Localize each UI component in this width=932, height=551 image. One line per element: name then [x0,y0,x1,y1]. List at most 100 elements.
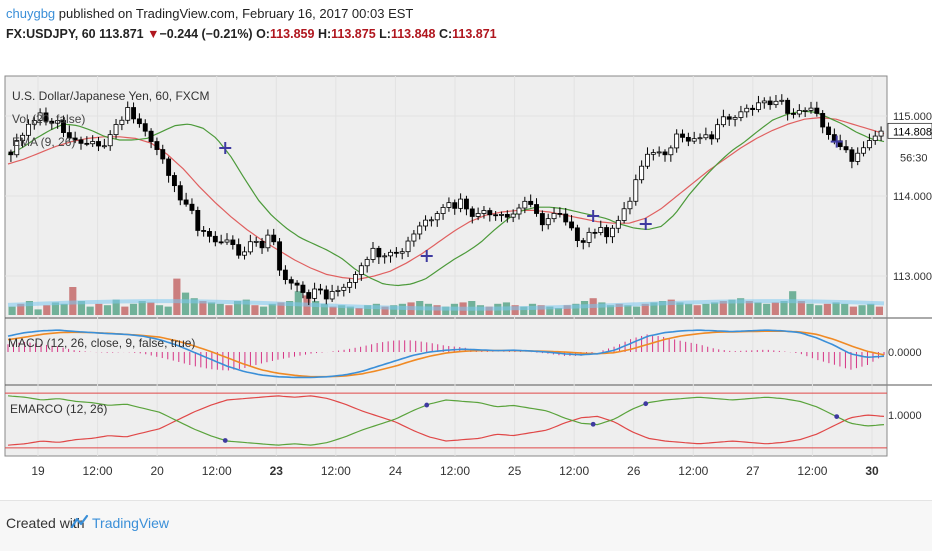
volume-bar [711,302,719,315]
candle-body [96,141,101,147]
candle-body [609,227,615,238]
candle-body [177,185,183,201]
volume-bar [277,302,285,315]
volume-bar [338,305,346,315]
tradingview-logo-icon[interactable] [70,513,90,533]
volume-bar [103,305,112,315]
candle-body [755,102,761,110]
candle-body [598,227,604,233]
time-tick-label: 12:00 [678,464,708,478]
volume-bar [806,303,814,315]
emarco-red-line [7,395,885,446]
candle-body [20,134,26,141]
volume-bar [155,305,164,315]
candle-body [528,200,534,205]
candle-body [341,286,347,291]
candle-body [475,213,481,217]
candle-body [814,107,820,114]
volume-bar [832,302,840,315]
volume-bar [17,303,25,315]
candle-body [715,124,721,140]
candle-body [55,120,61,124]
candle-body [440,207,446,214]
volume-bar [858,305,866,315]
volume-bar [121,306,129,315]
volume-bar [173,278,181,315]
macd-title: MACD (12, 26, close, 9, false, true) [8,336,195,350]
candle-body [405,240,411,253]
tradingview-brand-link[interactable]: TradingView [92,515,170,531]
candle-body [504,214,510,218]
candle-body [785,99,791,114]
candle-body [499,214,504,216]
ema-fast-line [7,110,885,287]
candle-body [510,213,516,218]
volume-bar [260,306,268,315]
candle-body [306,292,312,299]
volume-bar [164,306,172,315]
candle-body [353,274,358,283]
time-tick-label: 20 [150,464,164,478]
volume-bar [797,301,805,315]
time-tick-label: 12:00 [559,464,589,478]
candle-body [843,146,849,151]
macd-line [7,329,885,379]
candle-body [224,239,230,243]
volume-bar [823,303,831,315]
candle-body [779,99,785,102]
candle-body [370,247,376,260]
candle-body [773,100,779,106]
volume-bar [606,305,615,315]
candle-body [148,130,154,142]
volume-bar [867,303,875,315]
candle-body [417,225,423,235]
volume-bar [381,306,389,315]
price-tick-label: 115.000 [893,111,932,123]
candle-body [703,134,709,139]
candle-body [580,240,586,243]
candle-body [358,265,364,275]
time-tick-label: 27 [746,464,760,478]
candle-body [557,213,563,215]
volume-bar [702,303,710,315]
emarco-tick-label: 1.0000 [888,410,922,422]
candle-body [650,152,656,155]
candle-body [160,149,166,160]
volume-bar [355,308,363,315]
candle-body [428,219,434,222]
change-down-icon: ▼ [147,27,160,41]
chart-area[interactable]: 113.000 114.000 115.000 114.808 56:30 0.0000 1… [0,0,932,500]
candle-body [849,149,855,162]
emarco-pane [5,392,887,449]
candle-body [25,123,31,136]
time-tick-label: 12:00 [797,464,827,478]
candle-body [458,198,464,209]
candle-body [592,231,598,234]
volume-bar [60,303,68,315]
candle-body [323,289,329,300]
candle-body [539,213,545,226]
last-price-label: 114.808 [893,126,932,138]
author-link[interactable]: chuygbg [6,6,56,21]
volume-bar [312,301,320,315]
candle-body [242,251,247,256]
volume-bar [841,303,849,315]
candle-body [855,152,861,162]
candle-body [171,175,177,187]
volume-bar [251,305,259,315]
volume-bar [242,299,250,315]
price-axis[interactable]: 113.000 114.000 115.000 114.808 56:30 0.0000 1… [887,111,932,422]
volume-ma-line [7,299,885,311]
candlesticks [8,94,884,306]
candle-body [335,289,341,292]
candle-body [14,140,20,156]
volume-bar [754,302,762,315]
candle-body [761,100,767,104]
candle-body [37,112,43,121]
candle-body [43,112,49,122]
volume-bar [554,308,563,315]
candle-body [66,132,72,139]
volume-bar [190,298,198,315]
time-axis[interactable]: 19 12:00 20 12:00 23 12:00 24 12:00 25 12:00 26 12:… [31,464,879,478]
candle-body [101,145,107,148]
